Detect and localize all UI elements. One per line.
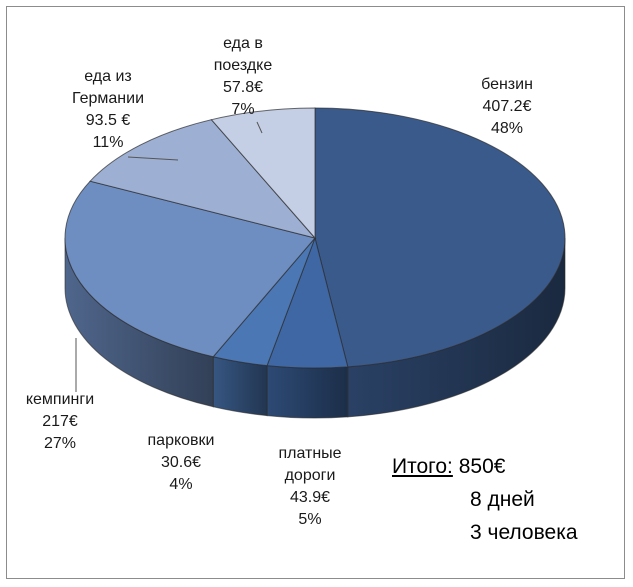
- summary-total-row: Итого: 850€: [392, 450, 578, 483]
- slice-label-benzin: бензин 407.2€ 48%: [481, 76, 533, 137]
- pie-side-parking: [212, 356, 268, 417]
- pie-slice-campings: [64, 180, 316, 358]
- slice-label-toll-roads: платные дороги 43.9€ 5%: [278, 445, 342, 528]
- pie-top-faces: [64, 107, 566, 369]
- pie-side-toll-roads: [266, 365, 349, 419]
- summary-total-value: 850€: [458, 455, 506, 478]
- summary-total-label: Итого:: [392, 455, 453, 478]
- summary-days: 8 дней: [470, 488, 535, 511]
- slice-label-food-trip: еда в поездке 57.8€ 7%: [213, 35, 273, 118]
- summary-block: Итого: 850€ 8 дней 3 человека: [392, 450, 578, 549]
- summary-people: 3 человека: [470, 521, 578, 544]
- label-leader-lines: [75, 121, 263, 392]
- pie-side-walls: [64, 238, 566, 419]
- pie-slice-food-trip: [210, 107, 316, 240]
- slice-label-parking: парковки 30.6€ 4%: [147, 432, 215, 493]
- leader-line-food-germany: [127, 156, 179, 161]
- pie-slice-food-germany: [89, 119, 317, 239]
- pie-slice-benzin: [314, 107, 566, 368]
- leader-line-food-trip: [256, 121, 263, 134]
- slice-label-food-germany: еда из Германии 93.5 € 11%: [72, 68, 144, 151]
- slice-label-campings: кемпинги 217€ 27%: [25, 391, 95, 452]
